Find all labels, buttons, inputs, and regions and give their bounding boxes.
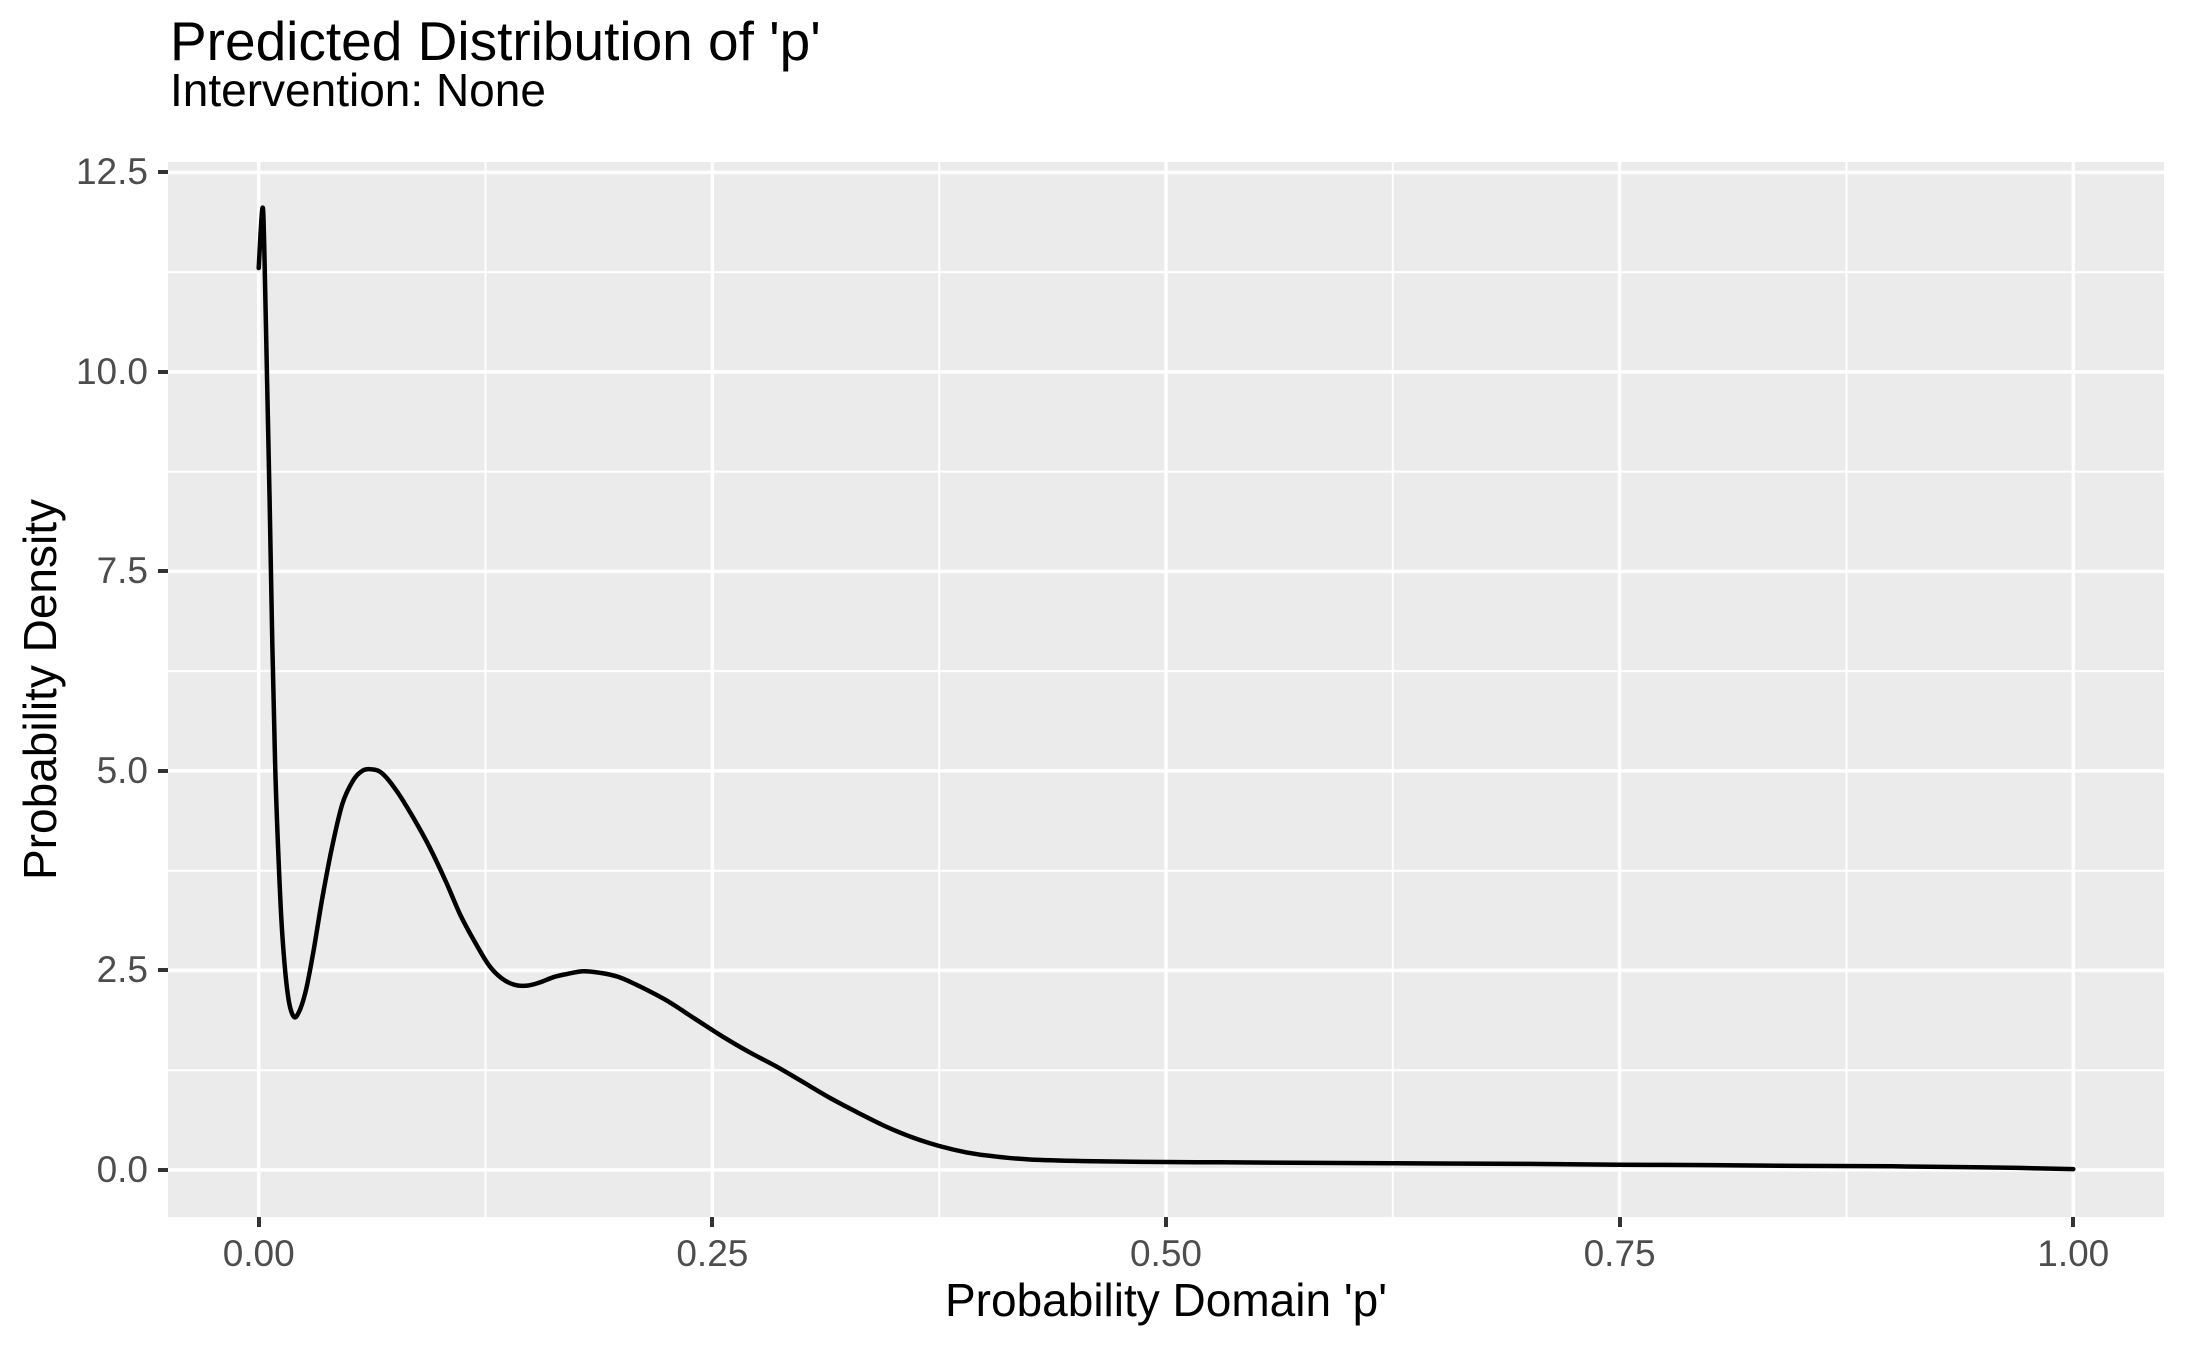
y-tick-label: 12.5 — [75, 151, 148, 193]
y-tick-label: 0.0 — [96, 1148, 148, 1190]
x-tick-mark — [710, 1217, 715, 1227]
x-tick-label: 0.75 — [1583, 1233, 1656, 1274]
y-tick-label: 7.5 — [96, 550, 148, 592]
x-tick-label: 0.00 — [222, 1233, 295, 1274]
y-tick-label: 2.5 — [96, 949, 148, 991]
x-tick-label: 1.00 — [2037, 1233, 2110, 1274]
x-tick-mark — [2071, 1217, 2076, 1227]
y-tick-mark — [158, 369, 168, 374]
x-tick-mark — [1617, 1217, 1622, 1227]
x-tick-label: 0.25 — [676, 1233, 749, 1274]
y-axis-title-text: Probability Density — [14, 499, 66, 880]
y-tick-mark — [158, 1167, 168, 1172]
density-curve — [256, 205, 2076, 1172]
plot-title: Predicted Distribution of 'p' — [170, 10, 821, 72]
plot-panel — [168, 162, 2164, 1217]
plot-subtitle: Intervention: None — [170, 64, 546, 116]
y-axis-title: Probability Density — [10, 162, 70, 1217]
y-tick-mark — [158, 768, 168, 773]
y-tick-label: 10.0 — [75, 350, 148, 392]
x-tick-mark — [1164, 1217, 1168, 1227]
x-axis-title: Probability Domain 'p' — [945, 1274, 1387, 1326]
x-tick-label: 0.50 — [1129, 1233, 1202, 1274]
y-tick-mark — [158, 569, 168, 574]
y-tick-label: 5.0 — [96, 749, 148, 791]
x-tick-mark — [256, 1217, 261, 1227]
y-tick-mark — [158, 968, 168, 973]
plot-canvas — [168, 162, 2164, 1217]
y-tick-mark — [158, 170, 168, 175]
